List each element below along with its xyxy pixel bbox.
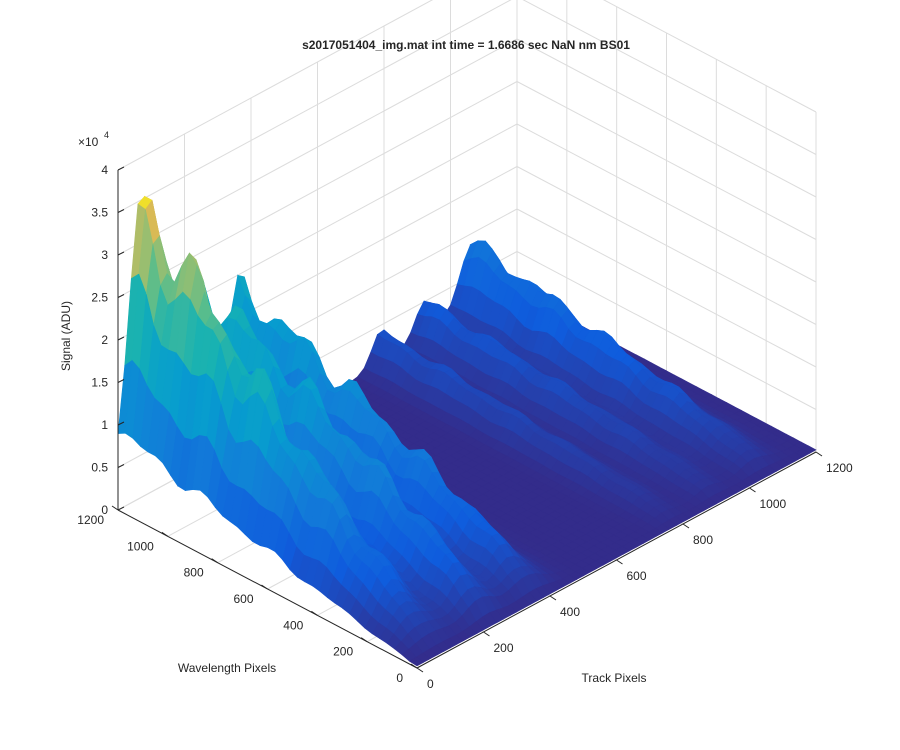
z-tick-label: 2.5 [91,291,108,305]
x-tick-mark [815,451,823,457]
y-tick-mark [410,663,418,669]
z-tick-mark [117,421,125,426]
y-tick-mark [311,610,318,616]
z-tick-label: 3 [101,248,108,262]
tick-labels: 00.511.522.533.5402004006008001000120002… [77,163,853,691]
y-axis-label: Wavelength Pixels [178,661,276,675]
y-tick-label: 200 [333,645,353,659]
x-tick-mark [416,667,424,673]
x-tick-label: 1200 [826,461,853,475]
y-tick-mark [360,637,368,643]
y-tick-mark [111,505,119,511]
surface-patch [408,656,425,667]
grid-line [117,123,817,341]
x-tick-mark [682,523,690,529]
y-tick-label: 400 [283,618,303,632]
y-tick-mark [261,584,268,590]
z-tick-label: 0.5 [91,461,108,475]
z-exponent-power: 4 [104,130,109,140]
z-tick-label: 3.5 [91,206,108,220]
surface-plot [117,195,817,667]
z-tick-label: 4 [101,163,108,177]
grid-line [117,80,817,298]
y-tick-label: 1200 [77,513,104,527]
z-tick-label: 2 [101,333,108,347]
grid-line [117,38,817,256]
z-tick-label: 1.5 [91,376,108,390]
x-tick-label: 200 [494,641,514,655]
x-tick-mark [749,487,756,493]
x-tick-label: 600 [627,569,647,583]
z-tick-mark [117,506,125,511]
chart-title: s2017051404_img.mat int time = 1.6686 se… [302,38,630,52]
x-axis-label: Track Pixels [582,671,647,685]
x-tick-label: 0 [427,677,434,691]
y-tick-mark [211,558,218,564]
z-tick-mark [117,294,125,298]
z-tick-label: 0 [101,503,108,517]
z-tick-mark [117,166,125,171]
z-tick-mark [117,251,125,256]
z-tick-mark [117,336,125,341]
grid-line [117,0,817,171]
y-tick-label: 1000 [127,539,154,553]
y-tick-mark [161,531,169,537]
axis-lines [111,166,823,673]
y-tick-label: 0 [396,671,403,685]
x-tick-mark [483,631,490,637]
z-axis-label: Signal (ADU) [59,301,73,371]
x-tick-label: 800 [693,533,713,547]
z-tick-label: 1 [101,418,108,432]
z-exponent-base: ×10 [78,135,99,149]
x-tick-mark [616,559,623,565]
z-tick-mark [117,379,125,383]
x-tick-label: 400 [560,605,580,619]
grid-line [117,0,817,213]
x-tick-mark [549,595,557,601]
x-tick-label: 1000 [760,497,787,511]
y-tick-label: 800 [184,566,204,580]
y-tick-label: 600 [233,592,253,606]
z-tick-mark [117,464,125,468]
z-tick-mark [117,209,125,213]
